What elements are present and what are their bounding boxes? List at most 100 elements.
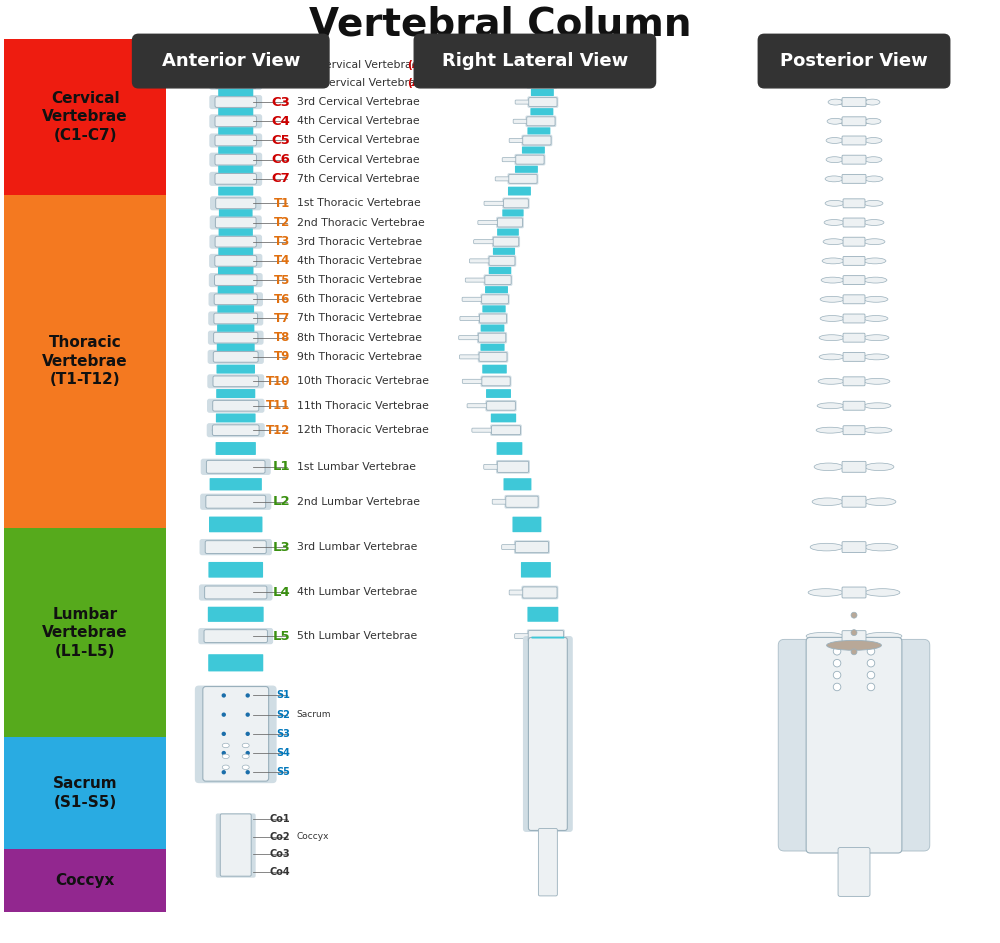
Text: 10th Thoracic Vertebrae: 10th Thoracic Vertebrae bbox=[297, 376, 429, 387]
FancyBboxPatch shape bbox=[489, 267, 511, 274]
Text: Vertebral Column: Vertebral Column bbox=[309, 6, 691, 43]
Ellipse shape bbox=[818, 378, 844, 384]
FancyBboxPatch shape bbox=[480, 343, 505, 351]
FancyBboxPatch shape bbox=[218, 108, 253, 115]
FancyBboxPatch shape bbox=[516, 156, 544, 164]
Text: L4: L4 bbox=[273, 586, 291, 599]
FancyBboxPatch shape bbox=[502, 545, 517, 550]
Ellipse shape bbox=[237, 220, 251, 225]
FancyBboxPatch shape bbox=[209, 133, 262, 147]
Circle shape bbox=[833, 659, 841, 667]
FancyBboxPatch shape bbox=[218, 286, 254, 293]
Ellipse shape bbox=[237, 240, 252, 244]
Ellipse shape bbox=[808, 588, 843, 596]
FancyBboxPatch shape bbox=[528, 71, 551, 77]
FancyBboxPatch shape bbox=[486, 389, 511, 398]
Ellipse shape bbox=[237, 258, 253, 263]
Ellipse shape bbox=[864, 354, 889, 360]
Circle shape bbox=[246, 751, 250, 755]
FancyBboxPatch shape bbox=[481, 375, 511, 387]
Ellipse shape bbox=[220, 80, 235, 86]
Text: C6: C6 bbox=[272, 153, 291, 166]
Ellipse shape bbox=[865, 99, 880, 105]
FancyBboxPatch shape bbox=[485, 286, 508, 293]
Ellipse shape bbox=[821, 277, 844, 283]
Ellipse shape bbox=[237, 544, 259, 551]
Ellipse shape bbox=[215, 335, 235, 340]
Ellipse shape bbox=[866, 62, 880, 69]
Ellipse shape bbox=[864, 258, 886, 264]
Ellipse shape bbox=[237, 277, 254, 283]
FancyBboxPatch shape bbox=[509, 590, 525, 595]
Ellipse shape bbox=[864, 427, 892, 433]
FancyBboxPatch shape bbox=[478, 313, 508, 324]
FancyBboxPatch shape bbox=[843, 425, 865, 435]
FancyBboxPatch shape bbox=[215, 174, 256, 184]
FancyBboxPatch shape bbox=[496, 460, 530, 473]
Text: 2nd Thoracic Vertebrae: 2nd Thoracic Vertebrae bbox=[297, 218, 424, 227]
Ellipse shape bbox=[213, 544, 235, 551]
FancyBboxPatch shape bbox=[215, 135, 256, 146]
Text: C7: C7 bbox=[272, 173, 291, 186]
FancyBboxPatch shape bbox=[207, 374, 264, 389]
Text: Coccyx: Coccyx bbox=[55, 873, 115, 888]
Text: T5: T5 bbox=[274, 273, 291, 287]
FancyBboxPatch shape bbox=[210, 215, 262, 229]
FancyBboxPatch shape bbox=[216, 365, 255, 373]
Ellipse shape bbox=[237, 589, 259, 596]
Text: Co3: Co3 bbox=[270, 850, 291, 859]
FancyBboxPatch shape bbox=[525, 116, 556, 127]
FancyBboxPatch shape bbox=[479, 353, 507, 361]
Ellipse shape bbox=[222, 754, 229, 758]
FancyBboxPatch shape bbox=[479, 314, 507, 323]
Ellipse shape bbox=[826, 138, 843, 143]
Ellipse shape bbox=[213, 499, 235, 505]
FancyBboxPatch shape bbox=[484, 464, 499, 470]
FancyBboxPatch shape bbox=[218, 89, 253, 96]
Ellipse shape bbox=[865, 157, 882, 162]
FancyBboxPatch shape bbox=[209, 153, 262, 167]
FancyBboxPatch shape bbox=[497, 461, 529, 472]
FancyBboxPatch shape bbox=[504, 495, 539, 508]
Ellipse shape bbox=[825, 57, 883, 66]
FancyBboxPatch shape bbox=[758, 34, 950, 88]
Ellipse shape bbox=[814, 463, 843, 471]
FancyBboxPatch shape bbox=[515, 100, 531, 104]
FancyBboxPatch shape bbox=[510, 63, 526, 68]
FancyBboxPatch shape bbox=[215, 60, 256, 71]
FancyBboxPatch shape bbox=[215, 116, 256, 126]
Text: 8th Thoracic Vertebrae: 8th Thoracic Vertebrae bbox=[297, 333, 422, 342]
FancyBboxPatch shape bbox=[200, 493, 271, 510]
FancyBboxPatch shape bbox=[838, 848, 870, 897]
Text: 4th Lumbar Vertebrae: 4th Lumbar Vertebrae bbox=[297, 587, 417, 598]
FancyBboxPatch shape bbox=[195, 686, 277, 783]
Text: C4: C4 bbox=[272, 115, 291, 128]
Text: 3rd Lumbar Vertebrae: 3rd Lumbar Vertebrae bbox=[297, 542, 417, 552]
FancyBboxPatch shape bbox=[460, 355, 481, 359]
Ellipse shape bbox=[865, 498, 896, 505]
FancyBboxPatch shape bbox=[487, 402, 515, 410]
Ellipse shape bbox=[824, 220, 844, 225]
Ellipse shape bbox=[220, 220, 235, 225]
Text: Right Lateral View: Right Lateral View bbox=[442, 52, 628, 70]
FancyBboxPatch shape bbox=[522, 146, 545, 154]
FancyBboxPatch shape bbox=[485, 275, 511, 285]
FancyBboxPatch shape bbox=[206, 460, 265, 473]
Ellipse shape bbox=[865, 463, 894, 471]
FancyBboxPatch shape bbox=[474, 240, 495, 243]
FancyBboxPatch shape bbox=[506, 496, 538, 507]
Text: (Atlas): (Atlas) bbox=[407, 60, 447, 71]
Text: T8: T8 bbox=[274, 331, 291, 344]
FancyBboxPatch shape bbox=[502, 209, 524, 217]
Bar bbox=[4, 194, 166, 528]
Circle shape bbox=[222, 693, 226, 698]
Ellipse shape bbox=[215, 355, 235, 359]
Text: S2: S2 bbox=[277, 710, 291, 720]
FancyBboxPatch shape bbox=[841, 78, 867, 88]
Circle shape bbox=[867, 648, 875, 655]
FancyBboxPatch shape bbox=[523, 136, 551, 145]
Circle shape bbox=[246, 770, 250, 774]
FancyBboxPatch shape bbox=[527, 607, 558, 621]
Circle shape bbox=[867, 659, 875, 667]
Ellipse shape bbox=[237, 335, 256, 340]
